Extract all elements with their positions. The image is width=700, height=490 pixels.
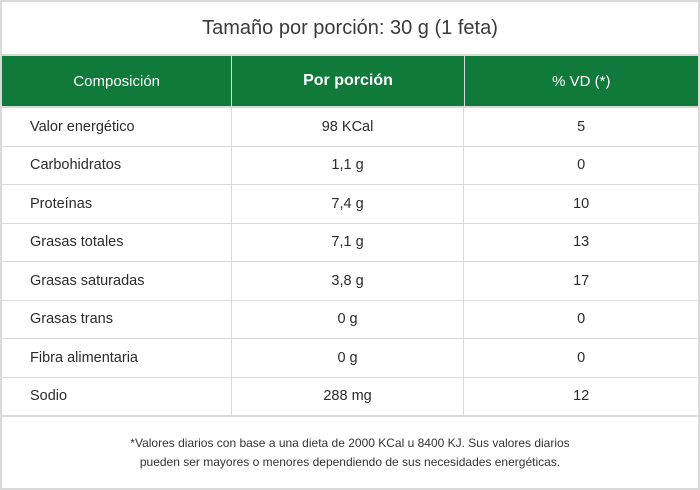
table-row: Grasas totales 7,1 g 13 <box>2 223 698 262</box>
nutrient-amount: 288 mg <box>232 377 465 415</box>
header-composition: Composición <box>2 56 233 106</box>
nutrient-vd: 0 <box>577 349 586 366</box>
table-body: Valor energético 98 KCal 5 Carbohidratos… <box>2 108 698 417</box>
nutrient-amount: 0 g <box>232 300 465 338</box>
nutrient-amount: 1,1 g <box>232 146 465 184</box>
nutrient-vd: 13 <box>573 234 590 251</box>
nutrient-vd: 0 <box>577 311 586 328</box>
nutrient-name: Proteínas <box>2 185 232 223</box>
header-per-portion: Por porción <box>232 56 465 106</box>
nutrient-name: Fibra alimentaria <box>2 339 232 377</box>
nutrient-name: Grasas saturadas <box>2 262 232 300</box>
nutrient-amount: 0 g <box>232 339 465 377</box>
header-vd: % VD (*) <box>552 72 611 90</box>
nutrient-vd: 10 <box>573 195 590 212</box>
nutrient-vd: 12 <box>573 388 590 404</box>
table-row: Fibra alimentaria 0 g 0 <box>2 339 698 378</box>
footnote-line-2: pueden ser mayores o menores dependiendo… <box>139 454 561 469</box>
daily-values-footnote: *Valores diarios con base a una dieta de… <box>2 417 698 489</box>
nutrient-name: Grasas totales <box>2 223 232 261</box>
nutrient-name: Grasas trans <box>2 300 232 338</box>
table-row: Carbohidratos 1,1 g 0 <box>2 146 698 185</box>
nutrient-amount: 7,1 g <box>232 223 465 261</box>
nutrient-amount: 3,8 g <box>232 262 465 300</box>
table-row: Grasas trans 0 g 0 <box>2 300 698 339</box>
nutrient-amount: 7,4 g <box>232 185 465 223</box>
table-header: Composición Por porción % VD (*) <box>2 56 698 108</box>
serving-size-title: Tamaño por porción: 30 g (1 feta) <box>2 2 698 56</box>
nutrient-name: Valor energético <box>2 108 232 146</box>
nutrient-vd: 0 <box>577 157 586 174</box>
footnote-line-1: *Valores diarios con base a una dieta de… <box>130 435 570 450</box>
nutrient-vd: 17 <box>573 272 590 289</box>
nutrient-name: Carbohidratos <box>2 146 232 184</box>
table-row: Sodio 288 mg 12 <box>2 377 698 417</box>
table-row: Grasas saturadas 3,8 g 17 <box>2 262 698 301</box>
nutrient-amount: 98 KCal <box>232 108 465 146</box>
nutrient-vd: 5 <box>577 118 586 135</box>
nutrient-name: Sodio <box>2 377 232 415</box>
table-row: Proteínas 7,4 g 10 <box>2 185 698 224</box>
table-row: Valor energético 98 KCal 5 <box>2 108 698 147</box>
